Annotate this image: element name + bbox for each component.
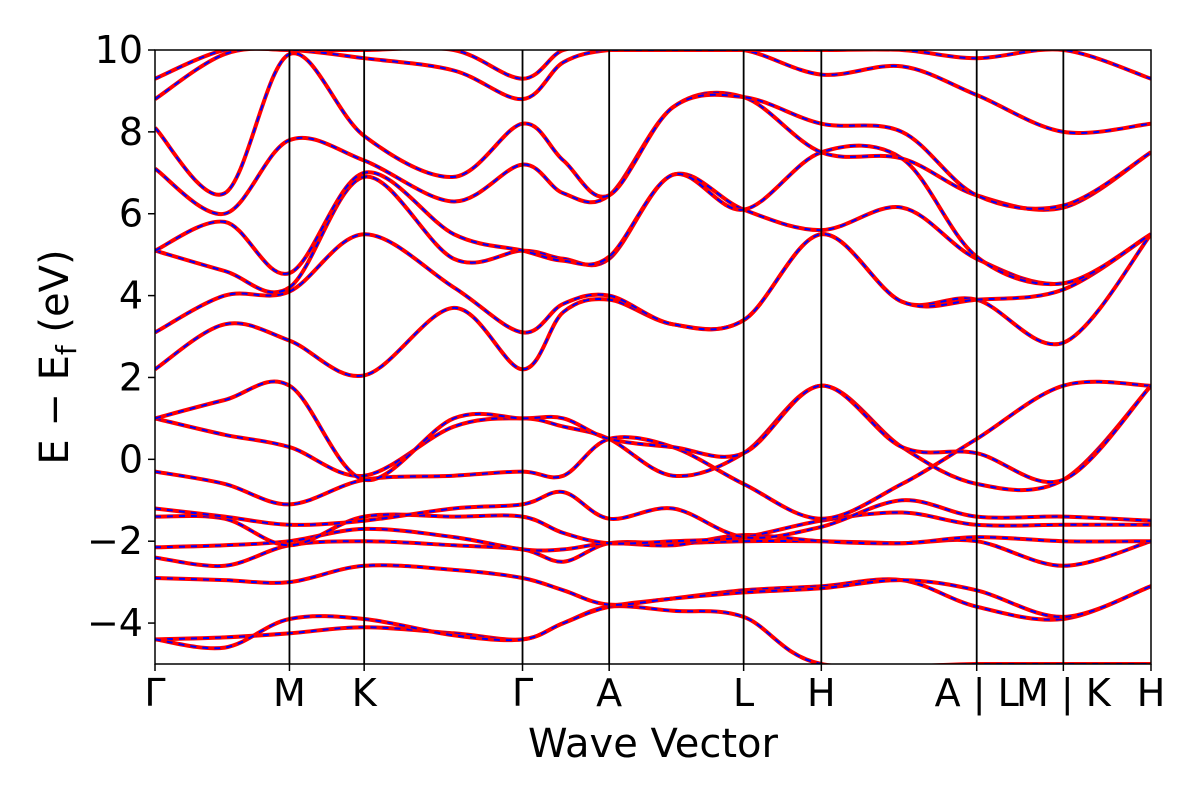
k-point-lines [288, 50, 1065, 664]
x-tick-label: Γ [144, 671, 165, 715]
y-axis-label-sub: f [50, 344, 83, 355]
y-tick-label: −2 [87, 519, 143, 563]
y-tick-label: 6 [119, 192, 143, 236]
bands-layer [155, 50, 1151, 664]
y-tick-label: −4 [87, 601, 143, 645]
y-axis-label-unit: (eV) [32, 249, 78, 345]
y-tick-label: 4 [119, 274, 143, 318]
band-line-dashed-10 [155, 380, 1151, 484]
band-line-14 [155, 143, 1151, 287]
band-line-18 [155, 50, 1151, 81]
x-tick-label: M | K [1016, 671, 1112, 716]
x-tick-label: Γ [512, 671, 533, 715]
x-tick-label: H [1137, 671, 1166, 715]
y-ticks: −4 −2 0 2 4 6 8 10 [87, 28, 155, 645]
x-tick-label: H [807, 671, 836, 715]
x-tick-label: L [733, 671, 754, 715]
y-tick-label: 0 [119, 437, 143, 481]
y-axis-label-main: E − E [32, 355, 78, 465]
band-line-dashed-3 [155, 564, 1151, 618]
y-tick-label: 8 [119, 110, 143, 154]
y-tick-label: 2 [119, 355, 143, 399]
x-tick-label: A [596, 671, 622, 715]
band-line-dashed-2 [155, 578, 1151, 650]
y-axis-label: E − Ef (eV) [32, 249, 83, 464]
band-line-dashed-12 [155, 233, 1151, 334]
band-line-dashed-8 [155, 380, 1151, 520]
x-tick-label: M [273, 671, 306, 715]
band-line-dashed-9 [155, 384, 1151, 492]
x-tick-label: A | L [935, 671, 1019, 716]
band-line-dashed-7 [155, 490, 1151, 539]
x-tick-label: K [352, 671, 378, 715]
x-ticks: Γ M K Γ A L H A | LM | K H [144, 664, 1165, 716]
y-tick-label: 10 [95, 28, 143, 72]
axes-frame [154, 49, 1152, 665]
x-axis-label: Wave Vector [528, 721, 779, 767]
